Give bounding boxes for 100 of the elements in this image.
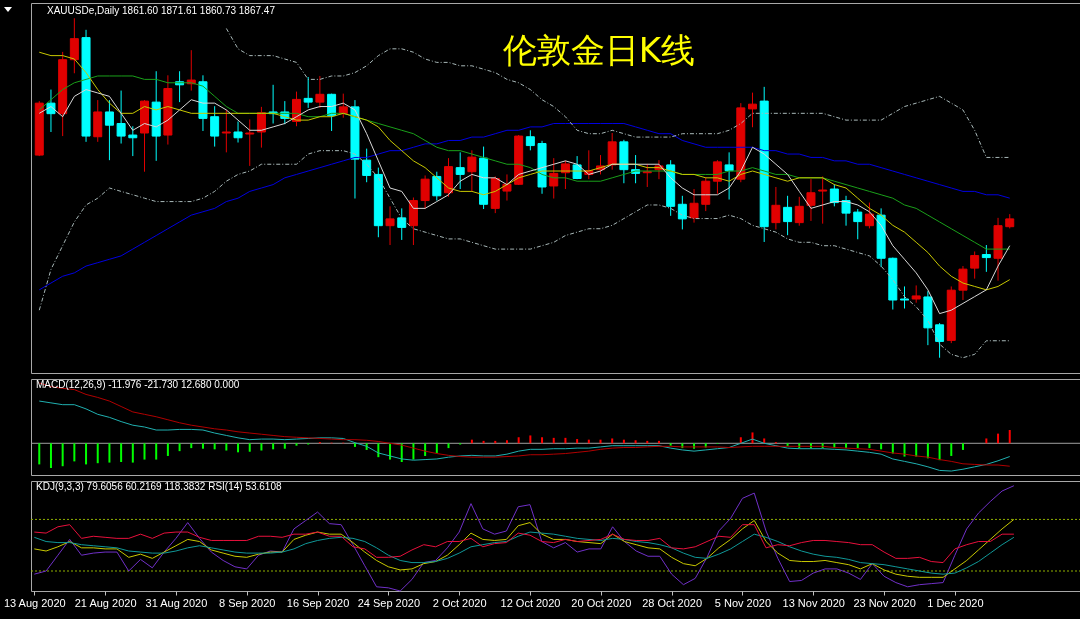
- bar: [552, 437, 555, 444]
- bar: [49, 443, 52, 469]
- chart-title: MACD(12,26,9) -11.976 -21.730 12.680 0.000: [36, 379, 240, 390]
- bar: [190, 443, 193, 449]
- bar: [166, 443, 169, 456]
- bar: [201, 443, 204, 449]
- x-tick-label: 12 Oct 2020: [500, 596, 561, 609]
- candlestick: [900, 285, 909, 309]
- candlestick: [806, 178, 816, 222]
- bar: [73, 443, 76, 462]
- candlestick: [245, 118, 255, 167]
- x-tick-label: 1 Dec 2020: [927, 596, 984, 609]
- bar: [38, 443, 41, 465]
- bar: [96, 443, 99, 464]
- bar: [131, 443, 134, 463]
- candlestick: [128, 125, 138, 157]
- candlestick: [607, 132, 617, 171]
- candlestick: [724, 151, 734, 201]
- candlestick: [794, 196, 804, 227]
- bar: [868, 443, 871, 449]
- x-tick-label: 24 Sep 2020: [357, 596, 421, 609]
- bar: [576, 439, 579, 444]
- x-tick-label: 13 Nov 2020: [782, 596, 845, 609]
- candlestick: [455, 151, 465, 190]
- candlestick: [958, 265, 968, 301]
- candlestick: [362, 148, 372, 183]
- bar: [856, 443, 859, 449]
- candlestick: [701, 176, 711, 212]
- candlestick: [69, 17, 79, 74]
- bar: [85, 443, 88, 465]
- candlestick: [783, 195, 793, 236]
- bar: [143, 443, 146, 460]
- candlestick: [104, 99, 114, 161]
- candlestick: [771, 186, 781, 230]
- bar: [447, 443, 450, 449]
- bar: [786, 443, 789, 447]
- candlestick: [467, 149, 477, 193]
- bar: [61, 443, 64, 467]
- bar: [739, 437, 742, 444]
- bar: [213, 443, 216, 450]
- bar: [611, 438, 614, 444]
- x-tick-label: 20 Oct 2020: [571, 596, 632, 609]
- bar: [985, 438, 988, 444]
- chart-title: 伦敦金日K线: [502, 30, 696, 70]
- candlestick: [502, 173, 512, 202]
- bar: [634, 440, 637, 444]
- candlestick: [385, 205, 395, 246]
- bar: [435, 443, 438, 453]
- candlestick: [432, 171, 442, 202]
- candlestick: [303, 76, 313, 109]
- candlestick: [712, 159, 722, 195]
- x-tick-label: 28 Oct 2020: [642, 596, 703, 609]
- candlestick: [841, 195, 851, 227]
- chart-title: KDJ(9,3,3) 79.6056 60.2169 118.3832 RSI(14) 53.6108: [36, 481, 282, 492]
- x-tick-label: 5 Nov 2020: [714, 596, 772, 609]
- bar: [225, 443, 228, 451]
- candlestick: [525, 129, 535, 151]
- candlestick: [315, 75, 325, 109]
- x-tick-label: 21 Aug 2020: [74, 596, 137, 609]
- bar: [517, 437, 520, 444]
- x-tick-label: 31 Aug 2020: [145, 596, 208, 609]
- bar: [938, 443, 941, 461]
- bar: [997, 433, 1000, 444]
- bar: [763, 438, 766, 444]
- candlestick: [935, 322, 945, 359]
- candlestick: [853, 208, 863, 240]
- x-tick-label: 16 Sep 2020: [286, 596, 350, 609]
- bar: [272, 443, 275, 450]
- bar: [505, 440, 508, 444]
- candlestick: [818, 175, 828, 225]
- candlestick: [256, 106, 266, 149]
- bar: [564, 437, 567, 444]
- candlestick: [116, 90, 126, 145]
- bar: [950, 443, 953, 456]
- candlestick: [677, 195, 687, 230]
- bar: [880, 443, 883, 450]
- bar: [283, 443, 286, 449]
- bar: [248, 443, 251, 452]
- bar: [178, 443, 181, 452]
- candlestick: [970, 250, 980, 280]
- candlestick: [549, 157, 559, 200]
- bar: [669, 443, 672, 446]
- bar: [155, 443, 158, 460]
- candlestick: [397, 207, 407, 241]
- candlestick: [233, 120, 243, 144]
- candlestick: [829, 183, 839, 207]
- candlestick: [689, 188, 699, 224]
- bar: [108, 443, 111, 463]
- candlestick: [221, 109, 231, 153]
- bar: [237, 443, 240, 453]
- x-tick-label: 8 Sep 2020: [219, 596, 276, 609]
- bar: [120, 443, 123, 462]
- candlestick: [864, 202, 874, 229]
- bar: [260, 443, 263, 451]
- x-tick-label: 13 Aug 2020: [3, 596, 66, 609]
- x-tick-label: 23 Nov 2020: [853, 596, 916, 609]
- bar: [541, 437, 544, 444]
- bar: [961, 443, 964, 450]
- candlestick: [420, 174, 430, 210]
- candlestick: [748, 92, 757, 128]
